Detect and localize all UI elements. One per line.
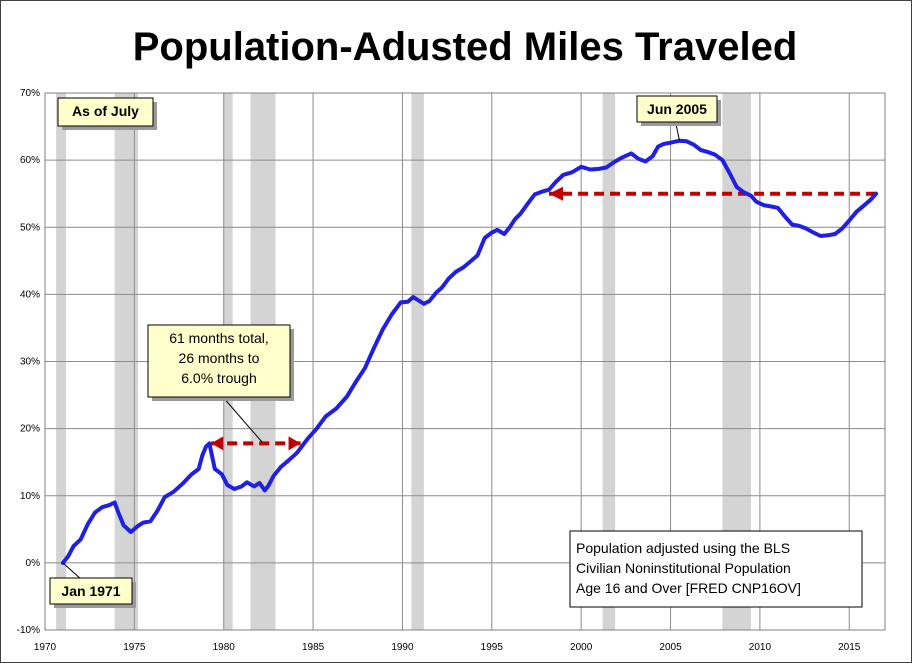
y-tick-label: -10% xyxy=(17,625,40,636)
y-tick-label: 20% xyxy=(20,424,40,435)
source-note-text: Age 16 and Over [FRED CNP16OV] xyxy=(576,580,801,596)
as-of-callout-box xyxy=(57,97,154,127)
x-tick-label: 1970 xyxy=(34,642,57,653)
y-tick-label: 70% xyxy=(20,88,40,99)
chart-title: Population-Adusted Miles Traveled xyxy=(133,25,798,69)
x-tick-label: 1995 xyxy=(481,642,504,653)
y-tick-label: 40% xyxy=(20,289,40,300)
x-tick-label: 2015 xyxy=(838,642,861,653)
series-line xyxy=(60,138,879,565)
plot-border xyxy=(44,92,886,631)
y-tick-label: 30% xyxy=(20,357,40,368)
trough-note-leader xyxy=(221,395,263,443)
x-tick-label: 2005 xyxy=(659,642,682,653)
x-tick-label: 1980 xyxy=(213,642,236,653)
y-tick-label: 60% xyxy=(20,155,40,166)
y-tick-label: 0% xyxy=(26,558,41,569)
recovery-arrow-head xyxy=(549,186,563,201)
trough-note-text: 6.0% trough xyxy=(181,370,257,386)
start-leader xyxy=(62,562,83,581)
y-tick-label: 10% xyxy=(20,491,40,502)
x-tick-label: 1990 xyxy=(391,642,414,653)
trough-note-text: 26 months to xyxy=(179,350,260,366)
peak-leader xyxy=(675,123,680,141)
x-tick-label: 2000 xyxy=(570,642,593,653)
source-note-box xyxy=(569,530,863,608)
peak-callout-box xyxy=(636,95,718,123)
trough-note-box xyxy=(147,324,291,398)
trough-arrow-head-right xyxy=(288,436,301,451)
x-tick-label: 2010 xyxy=(749,642,772,653)
as-of-callout-text: As of July xyxy=(72,103,139,119)
x-tick-label: 1975 xyxy=(123,642,146,653)
y-tick-label: 50% xyxy=(20,222,40,233)
peak-callout-text: Jun 2005 xyxy=(647,101,707,117)
trough-arrow-head-left xyxy=(211,436,224,451)
start-callout-text: Jan 1971 xyxy=(61,583,120,599)
start-callout-box xyxy=(49,577,133,605)
source-note-text: Population adjusted using the BLS xyxy=(576,540,790,556)
source-note-text: Civilian Noninstitutional Population xyxy=(576,560,791,576)
x-tick-label: 1985 xyxy=(302,642,325,653)
trough-note-text: 61 months total, xyxy=(169,330,269,346)
